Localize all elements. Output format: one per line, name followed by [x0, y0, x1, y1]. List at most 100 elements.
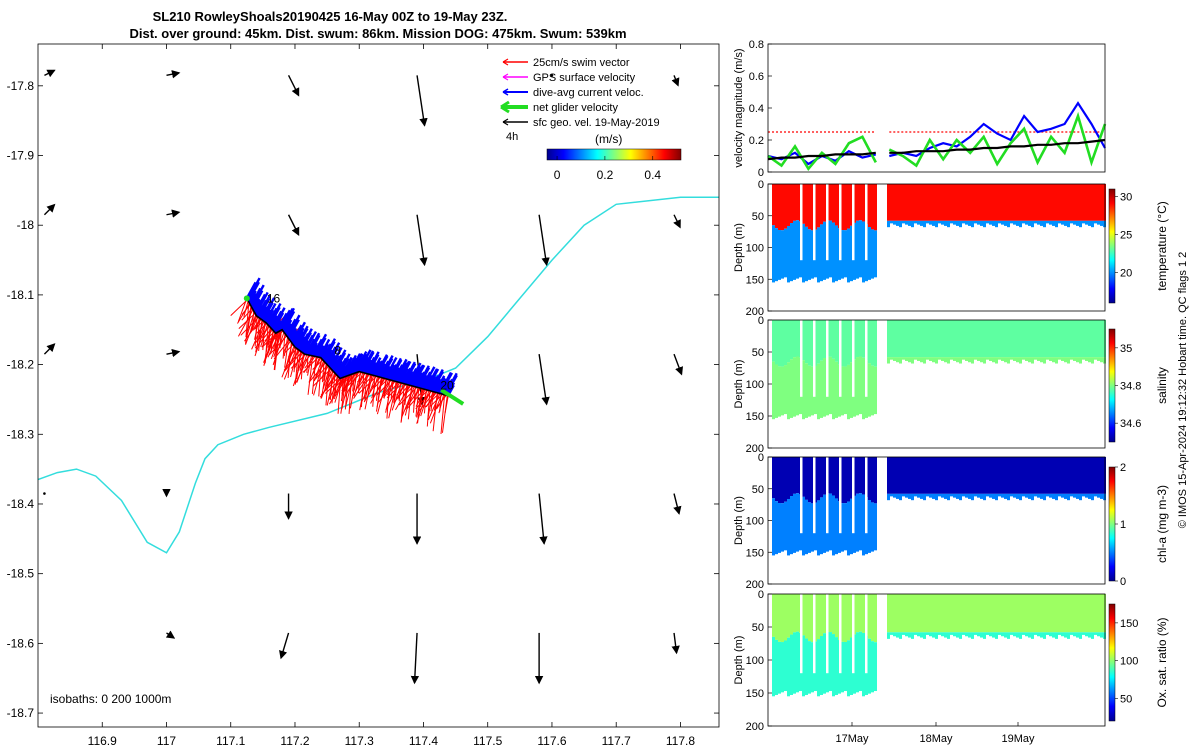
oxygen-cell-upper: [784, 594, 787, 641]
chl-a-cell-lower: [808, 502, 811, 553]
salinity-cell-lower: [980, 357, 983, 363]
chl-a-cell-upper: [871, 457, 874, 503]
swim-vector: [304, 355, 315, 369]
salinity-cell-lower: [908, 357, 911, 363]
oxygen-cell-upper: [944, 594, 947, 633]
temperature-cell-upper: [953, 184, 956, 221]
temperature-cell-upper: [986, 184, 989, 221]
map-y-tick-label: -18.1: [7, 288, 35, 302]
temperature-cell-lower: [772, 225, 775, 283]
oxygen-cell-upper: [917, 594, 920, 633]
current-vector: [282, 310, 296, 332]
oxygen-cell-lower: [920, 632, 923, 638]
oxygen-cell-lower: [1043, 632, 1046, 639]
oxygen-cell-lower: [1028, 632, 1031, 638]
legend-current-arrow-icon: [502, 88, 509, 96]
chl-a-cell-upper: [1031, 457, 1034, 494]
salinity-cell-upper: [1052, 320, 1055, 358]
salinity-cell-lower: [811, 366, 814, 416]
chl-a-cell-lower: [1049, 493, 1052, 498]
temperature-cell-lower: [932, 220, 935, 226]
map-plot-area: 16 8 20: [38, 69, 719, 685]
geo-vector-arrow: [538, 214, 550, 267]
chl-a-panel: 0 50 100 150 200 Depth (m) 0 1 2 chl-a (mg m-3): [733, 452, 1169, 591]
oxygen-cell-upper: [808, 594, 811, 642]
oxygen-cell-lower: [899, 632, 902, 639]
temperature-cell-upper: [950, 184, 953, 221]
current-vector: [316, 345, 326, 358]
current-vector: [304, 338, 316, 356]
swim-vector: [286, 346, 296, 366]
salinity-cell-lower: [899, 357, 902, 364]
temperature-cell-lower: [887, 220, 890, 228]
salinity-cell-upper: [796, 320, 799, 357]
salinity-cell-upper: [1076, 320, 1079, 358]
oxygen-cell-upper: [1088, 594, 1091, 633]
chl-a-cell-lower: [971, 493, 974, 501]
salinity-cell-lower: [998, 357, 1001, 360]
salinity-cell-upper: [938, 320, 941, 358]
swim-vector: [287, 348, 298, 358]
temperature-cell-upper: [968, 184, 971, 221]
chl-a-cell-lower: [890, 493, 893, 497]
salinity-cell-upper: [950, 320, 953, 358]
swim-vector: [404, 384, 409, 406]
current-vector: [310, 344, 319, 357]
oxygen-cell-lower: [1073, 632, 1076, 637]
oxygen-cell-upper: [929, 594, 932, 633]
oxygen-cell-upper: [1004, 594, 1007, 633]
swim-vector: [398, 386, 418, 406]
salinity-cell-upper: [817, 320, 820, 364]
salinity-cell-upper: [847, 320, 850, 365]
oxygen-cell-upper: [1013, 594, 1016, 633]
salinity-cell-upper: [811, 320, 814, 367]
oxygen-cell-lower: [778, 641, 781, 694]
oxygen-cell-lower: [829, 632, 832, 692]
temperature-cell-upper: [844, 184, 847, 231]
oxygen-cell-upper: [772, 594, 775, 637]
chl-a-cell-lower: [992, 493, 995, 499]
oxygen-cell-lower: [911, 632, 914, 639]
swim-vector: [374, 377, 384, 388]
chl-a-cell-upper: [1007, 457, 1010, 494]
salinity-cell-lower: [805, 363, 808, 418]
salinity-cell-lower: [914, 357, 917, 360]
chl-a-cell-lower: [980, 493, 983, 499]
temperature-cell-lower: [905, 220, 908, 225]
oxygen-cell-lower: [781, 642, 784, 693]
temperature-cell-lower: [847, 228, 850, 283]
chl-a-cell-upper: [1010, 457, 1013, 494]
chl-a-cell-lower: [1058, 493, 1061, 497]
current-vector: [248, 292, 257, 305]
chl-a-cell-lower: [959, 493, 962, 501]
chl-a-cell-lower: [844, 503, 847, 551]
chl-a-cell-lower: [989, 493, 992, 498]
salinity-cell-upper: [1010, 320, 1013, 358]
salinity-y-tick-label: 150: [746, 411, 764, 423]
current-vector: [286, 314, 301, 338]
temperature-cell-lower: [980, 220, 983, 226]
temperature-cell-lower: [971, 220, 974, 228]
salinity-cell-upper: [802, 320, 805, 361]
salinity-cell-lower: [1061, 357, 1064, 361]
chl-a-cell-lower: [850, 498, 853, 555]
temperature-cell-lower: [784, 228, 787, 278]
oxygen-cell-lower: [1088, 632, 1091, 638]
swim-vector: [260, 324, 268, 347]
swim-vector: [419, 388, 424, 408]
geo-vector-arrow: [538, 493, 548, 545]
oxygen-cell-lower: [917, 632, 920, 637]
temperature-cell-upper: [1043, 184, 1046, 221]
temperature-cell-lower: [1046, 220, 1049, 224]
temperature-cell-lower: [787, 225, 790, 283]
chl-a-cell-lower: [1004, 493, 1007, 499]
net-velocity-arrow: [440, 388, 465, 406]
salinity-cell-lower: [1010, 357, 1013, 360]
oxygen-cell-lower: [1097, 632, 1100, 637]
oxygen-cell-upper: [956, 594, 959, 633]
salinity-cell-lower: [868, 363, 871, 417]
map-x-tick-label: 117.4: [409, 734, 438, 748]
oxygen-cell-lower: [923, 632, 926, 639]
oxygen-cell-lower: [1019, 632, 1022, 639]
swim-vector: [438, 394, 445, 414]
